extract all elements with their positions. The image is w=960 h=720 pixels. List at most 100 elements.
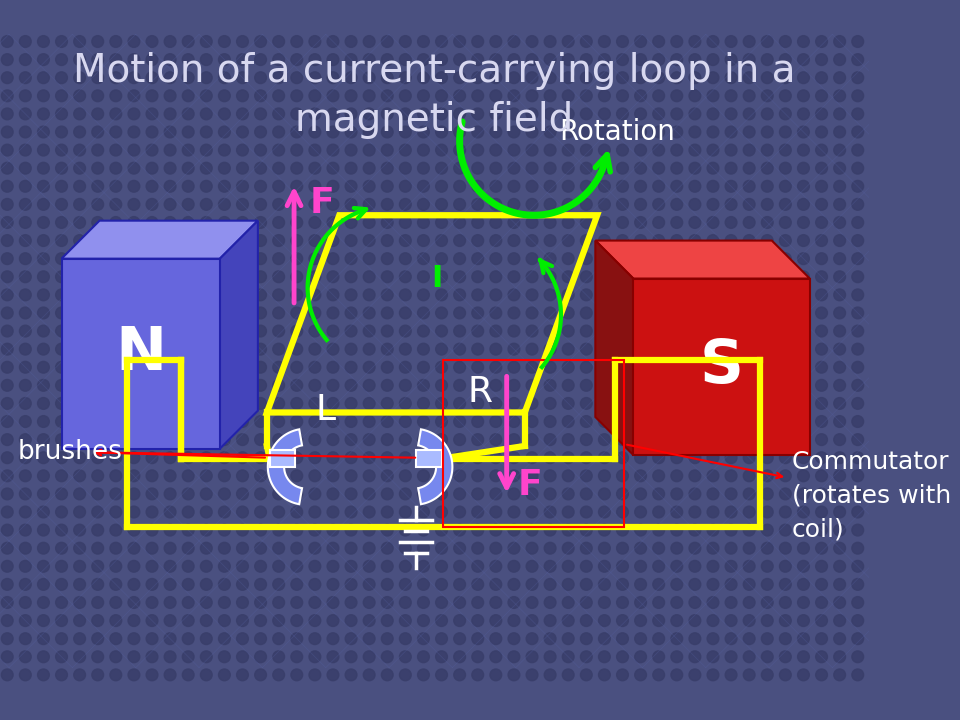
Circle shape [164, 54, 176, 66]
Circle shape [816, 289, 828, 301]
Circle shape [490, 325, 502, 337]
Circle shape [852, 488, 864, 500]
Circle shape [508, 415, 519, 428]
Circle shape [182, 325, 194, 337]
Circle shape [563, 217, 574, 228]
Circle shape [381, 470, 394, 482]
Circle shape [508, 325, 519, 337]
Circle shape [616, 433, 629, 446]
Circle shape [834, 307, 846, 319]
Circle shape [472, 253, 484, 264]
Circle shape [454, 235, 466, 246]
Circle shape [128, 524, 140, 536]
Circle shape [490, 651, 502, 662]
Circle shape [381, 144, 394, 156]
Circle shape [816, 90, 828, 102]
Circle shape [816, 361, 828, 373]
Circle shape [635, 705, 646, 717]
Circle shape [273, 379, 284, 391]
Circle shape [381, 72, 394, 84]
Circle shape [418, 542, 429, 554]
Circle shape [346, 379, 357, 391]
Circle shape [526, 560, 538, 572]
Circle shape [363, 35, 375, 48]
Circle shape [236, 35, 249, 48]
Circle shape [780, 524, 791, 536]
Circle shape [888, 488, 900, 500]
Circle shape [273, 35, 284, 48]
Circle shape [74, 506, 85, 518]
Circle shape [56, 524, 67, 536]
Circle shape [598, 433, 611, 446]
Text: Rotation: Rotation [559, 118, 675, 146]
Circle shape [254, 289, 267, 301]
Circle shape [834, 615, 846, 626]
Circle shape [671, 54, 683, 66]
Circle shape [128, 470, 140, 482]
Circle shape [254, 705, 267, 717]
Circle shape [870, 35, 881, 48]
Circle shape [381, 379, 394, 391]
Circle shape [19, 452, 32, 464]
Circle shape [56, 470, 67, 482]
Circle shape [146, 651, 157, 662]
Circle shape [888, 325, 900, 337]
Circle shape [399, 54, 411, 66]
Circle shape [653, 397, 664, 409]
Circle shape [92, 343, 104, 355]
Circle shape [798, 199, 809, 210]
Circle shape [544, 253, 556, 264]
Circle shape [182, 470, 194, 482]
Circle shape [37, 524, 49, 536]
Circle shape [725, 253, 737, 264]
Circle shape [110, 524, 122, 536]
Circle shape [743, 578, 756, 590]
Circle shape [616, 615, 629, 626]
Circle shape [780, 542, 791, 554]
Circle shape [563, 271, 574, 283]
Circle shape [182, 379, 194, 391]
Circle shape [598, 307, 611, 319]
Circle shape [436, 217, 447, 228]
Circle shape [870, 162, 881, 174]
Circle shape [56, 542, 67, 554]
Circle shape [798, 181, 809, 192]
Circle shape [798, 126, 809, 138]
Circle shape [182, 633, 194, 644]
Circle shape [689, 199, 701, 210]
Circle shape [291, 35, 302, 48]
Circle shape [526, 433, 538, 446]
Circle shape [37, 199, 49, 210]
Circle shape [581, 415, 592, 428]
Circle shape [236, 542, 249, 554]
Circle shape [436, 343, 447, 355]
Circle shape [653, 651, 664, 662]
Circle shape [56, 271, 67, 283]
Circle shape [761, 325, 773, 337]
Circle shape [164, 126, 176, 138]
Circle shape [816, 162, 828, 174]
Circle shape [689, 542, 701, 554]
Circle shape [852, 597, 864, 608]
Circle shape [309, 470, 321, 482]
Circle shape [689, 615, 701, 626]
Circle shape [508, 217, 519, 228]
Circle shape [653, 307, 664, 319]
Circle shape [381, 452, 394, 464]
Circle shape [834, 325, 846, 337]
Circle shape [526, 578, 538, 590]
Circle shape [490, 433, 502, 446]
Circle shape [780, 162, 791, 174]
Circle shape [454, 705, 466, 717]
Circle shape [219, 452, 230, 464]
Circle shape [725, 470, 737, 482]
Circle shape [309, 181, 321, 192]
Circle shape [346, 651, 357, 662]
Circle shape [544, 597, 556, 608]
Circle shape [544, 126, 556, 138]
Circle shape [236, 524, 249, 536]
Circle shape [56, 415, 67, 428]
Circle shape [182, 289, 194, 301]
Circle shape [436, 289, 447, 301]
Circle shape [563, 415, 574, 428]
